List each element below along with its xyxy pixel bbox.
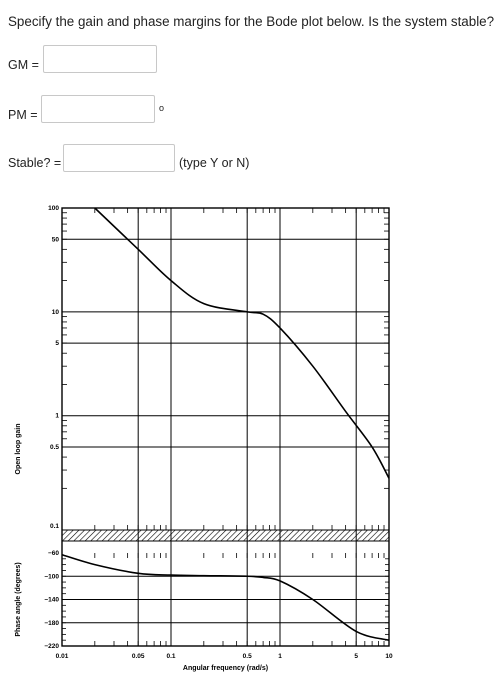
gain-tick-label: 0.1 <box>50 523 59 530</box>
x-tick-label: 10 <box>385 653 393 660</box>
plot-frame <box>61 207 390 647</box>
gm-label: GM = <box>8 58 39 72</box>
hatched-band <box>61 529 390 542</box>
phase-tick-label: −60 <box>48 550 59 557</box>
x-tick-label: 5 <box>354 653 358 660</box>
degree-symbol: o <box>159 103 165 113</box>
x-tick-label: 1 <box>278 653 282 660</box>
x-tick-label: 0.1 <box>166 653 175 660</box>
x-tick-label: 0.05 <box>132 653 145 660</box>
phase-curve <box>61 553 390 641</box>
pm-input[interactable] <box>41 95 155 123</box>
x-axis-label: Angular frequency (rad/s) <box>183 665 268 672</box>
gain-axis-label: Open loop gain <box>15 424 22 475</box>
stable-input[interactable] <box>63 144 175 172</box>
phase-tick-label: −100 <box>44 573 59 580</box>
gm-input[interactable] <box>43 45 157 73</box>
question-text: Specify the gain and phase margins for t… <box>8 14 495 29</box>
gain-tick-label: 0.5 <box>50 444 59 451</box>
bode-plot: 0.01 0.05 0.1 0.5 1 5 10 100 50 10 5 1 0.5 0.1 −60 −100… <box>15 205 393 672</box>
gain-tick-label: 100 <box>48 205 59 212</box>
phase-tick-label: −180 <box>44 620 59 627</box>
x-tick-label: 0.5 <box>243 653 252 660</box>
gain-curve <box>94 207 390 479</box>
gain-tick-label: 50 <box>52 236 60 243</box>
gain-tick-label: 1 <box>55 413 59 420</box>
gain-tick-label: 10 <box>52 309 60 316</box>
gain-tick-label: 5 <box>55 340 59 347</box>
pm-label: PM = <box>8 108 38 122</box>
x-tick-label: 0.01 <box>56 653 69 660</box>
phase-tick-label: −220 <box>44 643 59 650</box>
stable-hint: (type Y or N) <box>179 156 250 170</box>
phase-tick-label: −140 <box>44 597 59 604</box>
stable-label: Stable? = <box>8 156 62 170</box>
phase-axis-label: Phase angle (degrees) <box>15 562 22 636</box>
